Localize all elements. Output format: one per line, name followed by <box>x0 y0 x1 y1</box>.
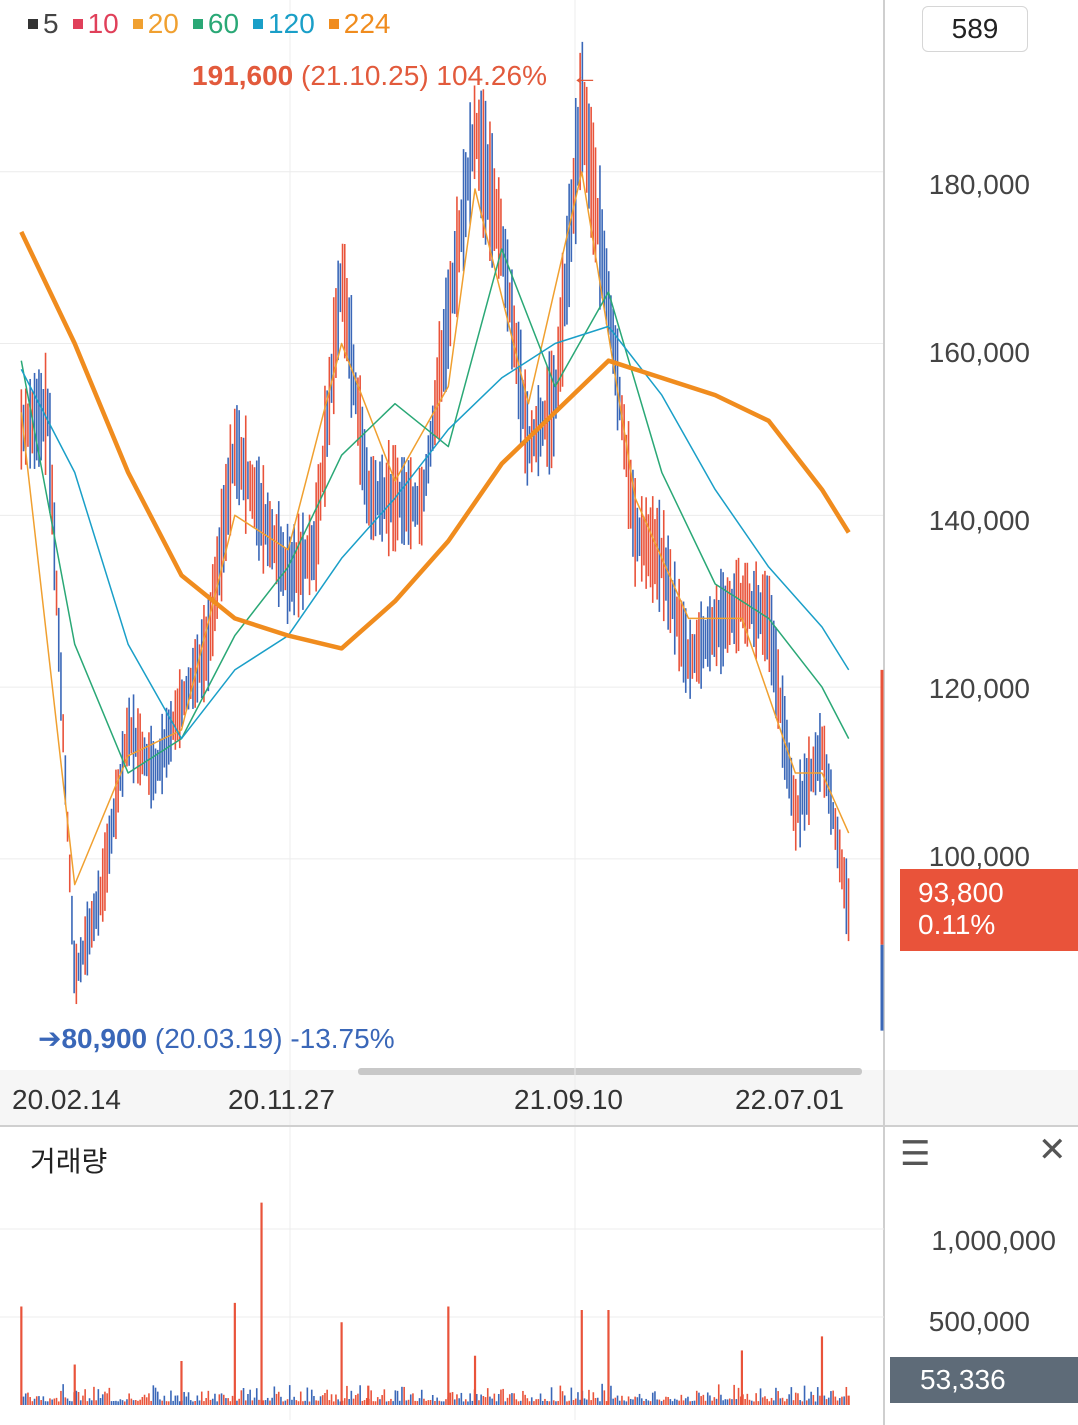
current-price: 93,800 <box>918 877 1004 908</box>
high-price: 191,600 <box>192 60 294 91</box>
left-arrow-icon: ← <box>570 60 599 91</box>
legend-item-ma5[interactable]: 5 <box>28 8 59 40</box>
legend-item-ma20[interactable]: 20 <box>132 8 179 40</box>
x-tick-label: 21.09.10 <box>514 1084 623 1115</box>
current-price-box: 93,800 0.11% <box>900 869 1078 951</box>
legend-item-ma60[interactable]: 60 <box>192 8 239 40</box>
right-arrow-icon: ➔ <box>38 1023 62 1054</box>
current-volume: 53,336 <box>920 1364 1006 1395</box>
close-icon[interactable]: ✕ <box>1038 1131 1067 1169</box>
legend-swatch-icon <box>328 19 339 29</box>
ma-120-line <box>20 325 850 740</box>
volume-panel-title: 거래량 <box>30 1146 108 1177</box>
legend-swatch-icon <box>253 19 264 29</box>
x-tick-label: 20.02.14 <box>12 1084 121 1115</box>
legend-swatch-icon <box>132 19 143 29</box>
volume-y-tick-label: 1,000,000 <box>931 1225 1056 1256</box>
legend-item-ma10[interactable]: 10 <box>72 8 119 40</box>
legend-swatch-icon <box>28 19 38 29</box>
legend-item-ma224[interactable]: 224 <box>328 8 390 40</box>
current-volume-box: 53,336 <box>890 1357 1078 1403</box>
legend-swatch-icon <box>72 19 83 29</box>
x-tick-label: 20.11.27 <box>228 1084 335 1115</box>
ma-20-line <box>20 171 850 886</box>
legend-swatch-icon <box>192 19 203 29</box>
x-axis-band <box>0 1070 1078 1126</box>
y-tick-label: 120,000 <box>928 673 1030 704</box>
low-pct: -13.75% <box>290 1023 395 1054</box>
candle-count-box[interactable]: 589 <box>922 6 1028 52</box>
y-tick-label: 140,000 <box>928 505 1030 536</box>
hamburger-menu-icon[interactable]: ☰ <box>900 1135 931 1173</box>
range-scrollbar <box>358 1068 862 1075</box>
volume-y-tick-label: 500,000 <box>928 1306 1030 1337</box>
y-tick-label: 100,000 <box>928 841 1030 872</box>
low-date: (20.03.19) <box>154 1023 283 1054</box>
low-price: 80,900 <box>61 1023 148 1054</box>
ma-60-line <box>20 248 850 774</box>
ma-224-line <box>19 230 851 651</box>
legend-item-ma120[interactable]: 120 <box>253 8 315 40</box>
y-tick-label: 160,000 <box>928 337 1030 368</box>
x-tick-label: 22.07.01 <box>735 1084 844 1115</box>
high-pct: 104.26% <box>436 60 547 91</box>
ma-legend: 5 10 20 60 120 224 <box>28 8 390 40</box>
low-price-annotation: ➔80,900 (20.03.19) -13.75% <box>38 1022 395 1055</box>
current-change: 0.11% <box>918 909 996 940</box>
y-tick-label: 180,000 <box>928 169 1030 200</box>
high-price-annotation: 191,600 (21.10.25) 104.26% ← <box>192 60 599 92</box>
high-date: (21.10.25) <box>301 60 429 91</box>
